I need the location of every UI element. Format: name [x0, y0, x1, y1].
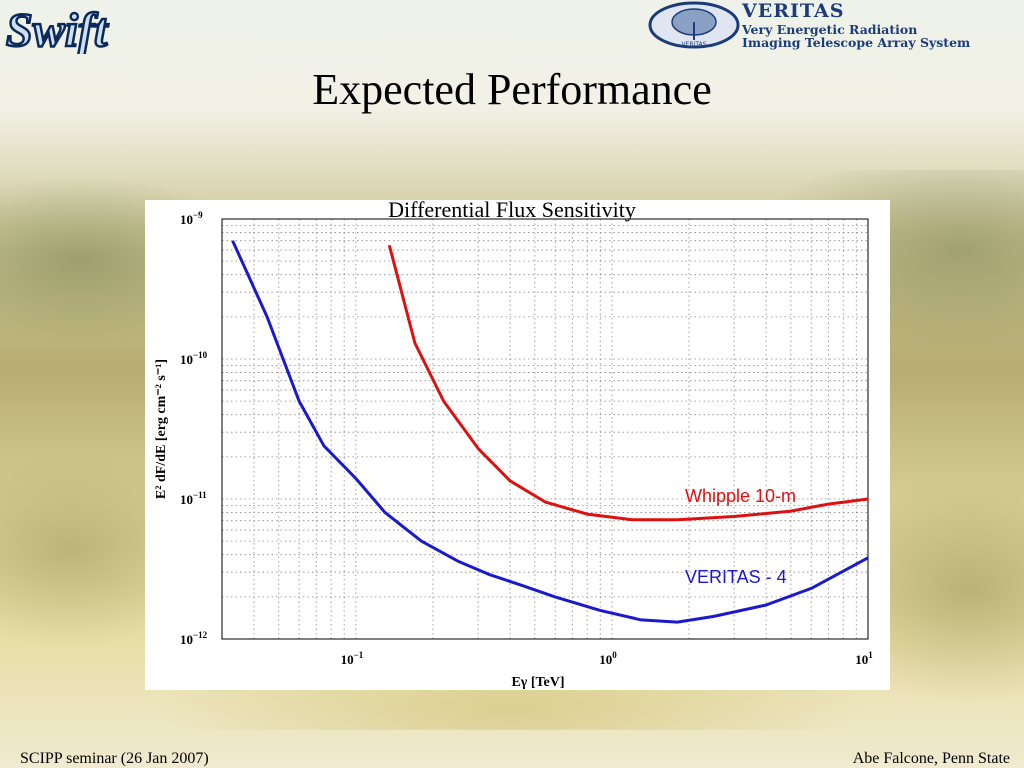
- swift-logo: Swift: [2, 2, 188, 59]
- veritas-seal-text: VERITAS: [682, 41, 707, 48]
- y-tick-label: 10−9: [180, 210, 203, 227]
- swift-logo-text: Swift: [6, 4, 109, 54]
- series-label-1: VERITAS - 4: [685, 567, 787, 587]
- veritas-logo-line1: Very Energetic Radiation: [742, 22, 918, 37]
- x-tick-label: 101: [855, 650, 873, 667]
- y-tick-label: 10−10: [180, 350, 208, 367]
- page-title: Expected Performance: [312, 65, 712, 114]
- y-axis-label: E² dF/dE [erg cm⁻² s⁻¹]: [154, 359, 169, 499]
- x-axis-label: Eγ [TeV]: [511, 675, 564, 690]
- y-tick-label: 10−12: [180, 630, 208, 647]
- series-line-1: [231, 240, 869, 624]
- chart-panel: 10−1 100 101 10−12 10−11 10−10 10−9 Eγ [TeV] E² …: [145, 200, 890, 690]
- x-tick-label: 10−1: [341, 650, 364, 667]
- footer-left: SCIPP seminar (26 Jan 2007): [20, 750, 209, 767]
- plot-frame: [221, 218, 869, 640]
- x-tick-label: 100: [599, 650, 617, 667]
- sensitivity-chart: 10−1 100 101 10−12 10−11 10−10 10−9 Eγ [TeV] E² …: [154, 210, 873, 690]
- series-line-0: [387, 244, 869, 522]
- veritas-logo: VERITAS: [648, 0, 1024, 52]
- footer-right: Abe Falcone, Penn State: [852, 750, 1010, 767]
- veritas-logo-line2: Imaging Telescope Array System: [742, 35, 971, 50]
- series-label-0: Whipple 10-m: [685, 486, 796, 506]
- veritas-logo-title: VERITAS: [742, 0, 845, 22]
- chart-title: Differential Flux Sensitivity: [388, 197, 636, 222]
- y-tick-label: 10−11: [180, 490, 207, 507]
